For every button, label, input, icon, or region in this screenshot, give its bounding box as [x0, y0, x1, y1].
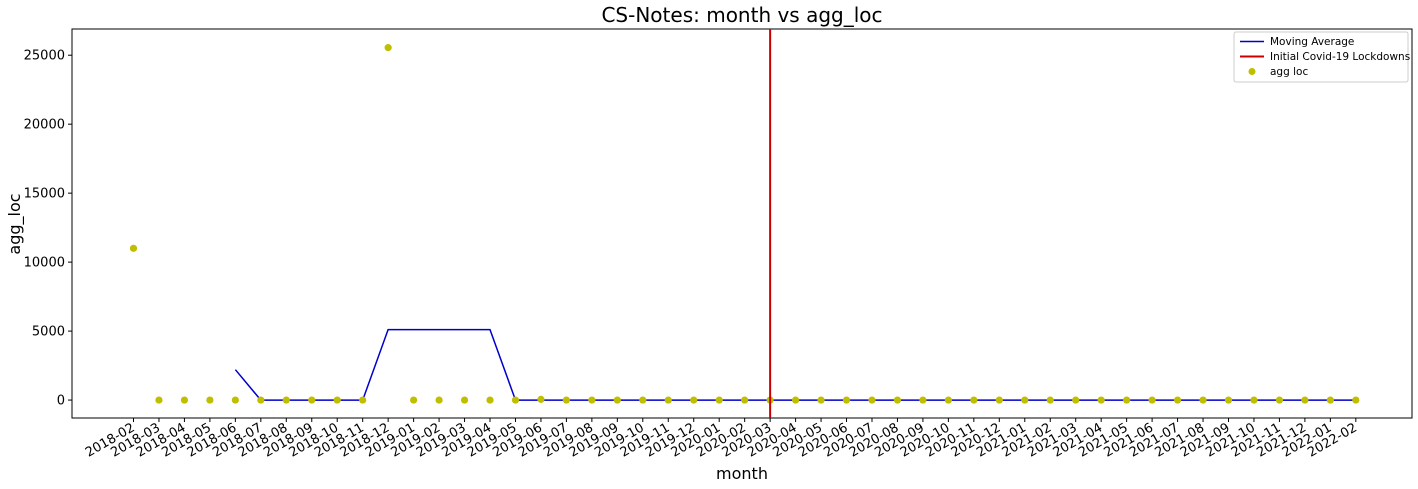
- agg-loc-point: [1275, 396, 1284, 404]
- agg-loc-point: [1072, 396, 1080, 404]
- legend-moving-average-label: Moving Average: [1270, 36, 1354, 48]
- y-tick-label: 0: [57, 394, 65, 409]
- agg-loc-point: [410, 396, 418, 404]
- agg-loc-point: [1021, 396, 1029, 404]
- agg-loc-point: [257, 396, 265, 404]
- agg-loc-point: [715, 396, 723, 404]
- agg-loc-point: [155, 396, 163, 404]
- agg-loc-point: [231, 396, 239, 404]
- agg-loc-point: [1097, 396, 1105, 404]
- y-tick-label: 20000: [24, 118, 65, 133]
- agg-loc-point: [639, 396, 647, 404]
- y-tick-label: 5000: [32, 325, 65, 340]
- agg-loc-point: [1199, 396, 1207, 404]
- agg-loc-point: [970, 396, 978, 404]
- agg-loc-point: [995, 396, 1003, 404]
- y-tick-label: 25000: [24, 49, 65, 64]
- x-axis: 2018-022018-032018-042018-052018-062018-…: [83, 418, 1360, 461]
- legend-lockdown-label: Initial Covid-19 Lockdowns: [1270, 51, 1410, 63]
- agg-loc-point: [1173, 396, 1182, 404]
- agg-loc-point: [562, 396, 571, 404]
- plot-area: [71, 28, 1413, 419]
- agg-loc-point: [690, 396, 698, 404]
- agg-loc-point: [129, 244, 138, 252]
- agg-loc-point: [944, 396, 952, 404]
- agg-loc-point: [741, 396, 749, 404]
- agg-loc-series: [129, 44, 1360, 404]
- x-axis-label: month: [716, 464, 768, 483]
- agg-loc-point: [511, 396, 520, 404]
- agg-loc-point: [1301, 396, 1309, 404]
- agg-loc-point: [1250, 396, 1258, 404]
- y-tick-label: 15000: [24, 187, 65, 202]
- agg-loc-point: [1046, 396, 1054, 404]
- agg-loc-point: [868, 396, 876, 404]
- agg-loc-point: [1148, 396, 1156, 404]
- y-tick-label: 10000: [24, 256, 65, 271]
- chart-title: CS-Notes: month vs agg_loc: [601, 3, 882, 27]
- legend-agg-loc-label: agg loc: [1270, 66, 1308, 78]
- agg-loc-point: [919, 396, 927, 404]
- agg-loc-point: [308, 396, 316, 404]
- agg-loc-point: [486, 396, 494, 404]
- agg-loc-point: [613, 396, 621, 404]
- agg-loc-point: [842, 396, 851, 404]
- agg-loc-point: [435, 396, 443, 404]
- agg-loc-point: [460, 396, 469, 404]
- agg-loc-point: [1326, 396, 1334, 404]
- legend-agg-loc-marker: [1248, 68, 1256, 75]
- legend-box: [1233, 31, 1409, 83]
- agg-loc-point: [1123, 396, 1131, 404]
- agg-loc-point: [333, 396, 341, 404]
- agg-loc-point: [282, 396, 290, 404]
- legend: Moving Average Initial Covid-19 Lockdown…: [1233, 31, 1410, 83]
- agg-loc-point: [384, 44, 392, 52]
- agg-loc-point: [206, 396, 214, 404]
- agg-loc-point: [1224, 396, 1233, 404]
- y-axis-label: agg_loc: [5, 193, 25, 254]
- agg-loc-point: [537, 395, 545, 403]
- agg-loc-point: [817, 396, 825, 404]
- y-axis: 0 5000 10000 15000 20000 25000: [24, 49, 72, 409]
- agg-loc-point: [791, 396, 800, 404]
- agg-loc-point: [359, 396, 367, 404]
- agg-loc-point: [1352, 396, 1360, 404]
- agg-loc-point: [180, 396, 189, 404]
- agg-loc-point: [588, 396, 596, 404]
- agg-loc-point: [893, 396, 902, 404]
- agg-loc-point: [664, 396, 672, 404]
